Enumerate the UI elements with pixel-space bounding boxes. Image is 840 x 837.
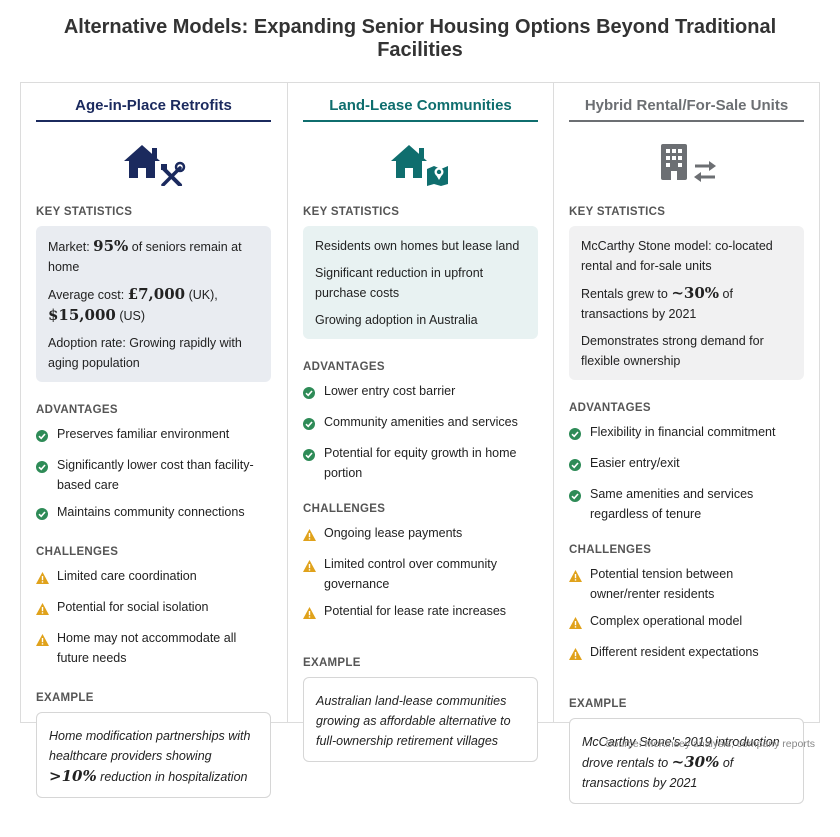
- map-pin-icon: [426, 166, 448, 186]
- warning-icon: [36, 628, 57, 652]
- building-icon: [660, 144, 687, 180]
- challenges-list: Limited care coordination Potential for …: [36, 566, 271, 668]
- stat-line: Residents own homes but lease land: [315, 239, 520, 253]
- stat-average-cost: Average cost: £7,000 (UK), $15,000 (US): [48, 285, 218, 324]
- key-statistics-heading: KEY STATISTICS: [303, 206, 400, 218]
- advantages-list: Preserves familiar environment Significa…: [36, 424, 271, 526]
- stat-line: Demonstrates strong demand for flexible …: [581, 334, 764, 368]
- list-item: Significantly lower cost than facility-b…: [36, 455, 271, 495]
- list-item: Home may not accommodate all future need…: [36, 628, 271, 668]
- list-item: Potential tension between owner/renter r…: [569, 564, 804, 604]
- stat-line: McCarthy Stone model: co-located rental …: [581, 239, 773, 273]
- column-land-lease: Land-Lease Communities KEY: [287, 83, 553, 762]
- column-age-in-place: Age-in-Place Retrofits KEY: [21, 83, 287, 798]
- key-statistics-heading: KEY STATISTICS: [36, 206, 133, 218]
- check-circle-icon: [569, 453, 590, 477]
- check-circle-icon: [569, 422, 590, 446]
- advantages-list: Lower entry cost barrier Community ameni…: [303, 381, 538, 483]
- example-box: Australian land-lease communities growin…: [303, 677, 538, 762]
- warning-icon: [303, 554, 324, 578]
- warning-icon: [303, 601, 324, 625]
- list-item: Flexibility in financial commitment: [569, 422, 804, 446]
- challenges-list: Potential tension between owner/renter r…: [569, 564, 804, 666]
- house-icon: [123, 145, 160, 178]
- advantages-heading: ADVANTAGES: [303, 361, 385, 373]
- key-statistics-heading: KEY STATISTICS: [569, 206, 666, 218]
- check-circle-icon: [303, 443, 324, 467]
- list-item: Potential for lease rate increases: [303, 601, 538, 625]
- comparison-grid: Age-in-Place Retrofits KEY: [20, 82, 820, 804]
- key-statistics-box: McCarthy Stone model: co-located rental …: [569, 226, 804, 380]
- list-item: Community amenities and services: [303, 412, 538, 436]
- stat-market: Market: 95% of seniors remain at home: [48, 237, 242, 274]
- warning-icon: [569, 642, 590, 666]
- column-icons: [569, 122, 804, 206]
- warning-icon: [36, 566, 57, 590]
- example-heading: EXAMPLE: [303, 657, 361, 669]
- column-icons: [36, 122, 271, 206]
- tools-icon: [160, 161, 185, 186]
- example-box: Home modification partnerships with heal…: [36, 712, 271, 798]
- stat-rentals: Rentals grew to ~30% of transactions by …: [581, 284, 733, 321]
- advantages-list: Flexibility in financial commitment Easi…: [569, 422, 804, 524]
- warning-icon: [569, 611, 590, 635]
- list-item: Ongoing lease payments: [303, 523, 538, 547]
- warning-icon: [569, 564, 590, 588]
- list-item: Limited control over community governanc…: [303, 554, 538, 594]
- check-circle-icon: [36, 455, 57, 479]
- challenges-heading: CHALLENGES: [303, 503, 386, 515]
- list-item: Limited care coordination: [36, 566, 271, 590]
- check-circle-icon: [36, 502, 57, 526]
- check-circle-icon: [303, 381, 324, 405]
- list-item: Potential for social isolation: [36, 597, 271, 621]
- column-title: Age-in-Place Retrofits: [36, 97, 271, 122]
- list-item: Potential for equity growth in home port…: [303, 443, 538, 483]
- exchange-arrows-icon: [693, 161, 716, 182]
- challenges-heading: CHALLENGES: [569, 544, 652, 556]
- warning-icon: [36, 597, 57, 621]
- list-item: Maintains community connections: [36, 502, 271, 526]
- list-item: Same amenities and services regardless o…: [569, 484, 804, 524]
- page-title: Alternative Models: Expanding Senior Hou…: [63, 16, 777, 61]
- warning-icon: [303, 523, 324, 547]
- list-item: Preserves familiar environment: [36, 424, 271, 448]
- check-circle-icon: [569, 484, 590, 508]
- challenges-list: Ongoing lease payments Limited control o…: [303, 523, 538, 625]
- key-statistics-box: Market: 95% of seniors remain at home Av…: [36, 226, 271, 382]
- example-heading: EXAMPLE: [569, 698, 627, 710]
- source-note: Source: McKinsey analysis; company repor…: [605, 738, 815, 750]
- advantages-heading: ADVANTAGES: [569, 402, 651, 414]
- column-icons: [303, 122, 538, 206]
- list-item: Different resident expectations: [569, 642, 804, 666]
- stat-line: Significant reduction in upfront purchas…: [315, 266, 484, 300]
- list-item: Complex operational model: [569, 611, 804, 635]
- list-item: Easier entry/exit: [569, 453, 804, 477]
- list-item: Lower entry cost barrier: [303, 381, 538, 405]
- column-title: Hybrid Rental/For-Sale Units: [569, 97, 804, 122]
- example-heading: EXAMPLE: [36, 692, 94, 704]
- advantages-heading: ADVANTAGES: [36, 404, 118, 416]
- column-title: Land-Lease Communities: [303, 97, 538, 122]
- check-circle-icon: [36, 424, 57, 448]
- stat-adoption-rate: Adoption rate: Growing rapidly with agin…: [48, 336, 242, 370]
- stat-line: Growing adoption in Australia: [315, 313, 478, 327]
- check-circle-icon: [303, 412, 324, 436]
- challenges-heading: CHALLENGES: [36, 546, 119, 558]
- example-box: McCarthy Stone's 2019 introduction drove…: [569, 718, 804, 804]
- key-statistics-box: Residents own homes but lease land Signi…: [303, 226, 538, 339]
- house-icon: [390, 145, 427, 178]
- column-hybrid: Hybrid Rental/For-Sale Units: [553, 83, 819, 804]
